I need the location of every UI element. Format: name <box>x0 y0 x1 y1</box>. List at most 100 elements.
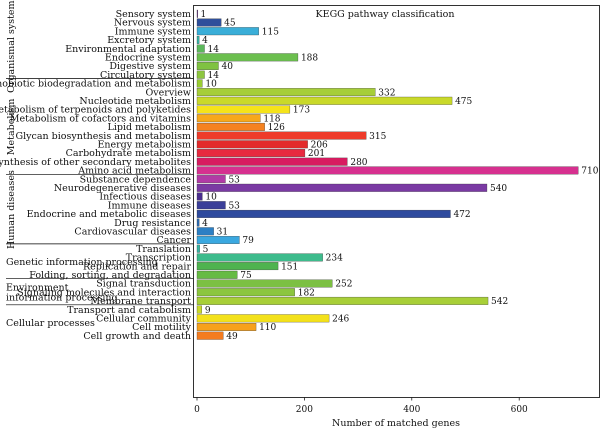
category-label: Signal transduction <box>96 279 191 290</box>
data-label: 710 <box>581 167 598 177</box>
bar <box>196 131 367 140</box>
data-label: 79 <box>242 236 254 246</box>
data-label: 14 <box>208 71 220 81</box>
x-tick-label: 0 <box>194 405 200 415</box>
category-label: Cellular community <box>96 314 191 325</box>
category-label: Drug resistance <box>114 218 191 229</box>
x-tick-label: 400 <box>403 405 420 415</box>
category-label: Folding, sorting, and degradation <box>29 270 191 281</box>
data-label: 475 <box>455 97 472 107</box>
data-label: 45 <box>224 19 236 29</box>
data-label: 75 <box>240 271 252 281</box>
category-label: Endocrine system <box>105 53 191 64</box>
x-axis: 0 200 400 600 <box>194 397 528 415</box>
data-label: 234 <box>326 254 343 264</box>
data-label: 10 <box>205 80 217 90</box>
category-label: Metabolism of cofactors and vitamins <box>10 113 191 124</box>
category-label: Neurodegenerative diseases <box>54 183 191 194</box>
category-label: Substance dependence <box>80 174 192 185</box>
data-label: 182 <box>298 288 315 298</box>
data-label: 14 <box>208 45 220 55</box>
category-label: Cell growth and death <box>83 331 191 342</box>
data-label: 280 <box>350 158 367 168</box>
bar <box>196 305 202 314</box>
bar <box>196 79 203 88</box>
bar <box>196 140 308 149</box>
category-label: Transcription <box>126 253 191 264</box>
bar <box>196 270 238 279</box>
category-label: Biosynthesis of other secondary metaboli… <box>0 157 191 168</box>
bar <box>196 9 198 18</box>
group-label: Cellular processes <box>6 318 95 329</box>
data-label: 246 <box>332 315 349 325</box>
bar <box>196 253 323 262</box>
bar <box>196 27 259 36</box>
group-label-line: Genetic information processing <box>6 257 158 268</box>
category-label: Translation <box>136 244 191 255</box>
bar <box>196 209 451 218</box>
bar <box>196 122 265 131</box>
category-label: Infectious diseases <box>99 192 191 203</box>
category-label: Immune diseases <box>108 200 191 211</box>
chart-title: KEGG pathway classification <box>316 9 455 20</box>
category-label: Immune system <box>115 26 191 37</box>
category-label: Replication and repair <box>83 261 191 272</box>
bar <box>196 149 306 157</box>
x-tick-label: 200 <box>296 405 313 415</box>
data-label: 110 <box>259 323 276 333</box>
category-label: Environmental adaptation <box>65 44 191 55</box>
bar <box>196 166 579 175</box>
category-label: Cardiovascular diseases <box>74 227 191 238</box>
data-label: 5 <box>203 245 209 255</box>
chart-frame <box>193 5 600 398</box>
category-label: Lipid metabolism <box>108 122 191 133</box>
bar <box>196 35 200 44</box>
category-label: Circulatory system <box>100 70 191 81</box>
data-label: 4 <box>202 219 208 229</box>
data-label: 53 <box>228 201 240 211</box>
group-label-line: information processing <box>6 293 118 304</box>
bar <box>196 192 203 201</box>
category-label: Nucleotide metabolism <box>79 96 191 107</box>
bar <box>196 88 376 97</box>
bar <box>196 236 240 244</box>
bar <box>196 279 333 288</box>
bars-layer: 1451154141884014103324751731181263152062… <box>196 9 599 342</box>
category-label: Xenobiotic biodegradation and metabolism <box>0 79 191 90</box>
x-axis-title: Number of matched genes <box>332 418 460 429</box>
data-label: 10 <box>205 193 217 203</box>
group-label: Metabolism <box>6 99 17 156</box>
bar <box>196 331 224 340</box>
bar <box>196 323 257 331</box>
data-label: 9 <box>205 306 211 316</box>
category-label: Sensory system <box>116 9 191 20</box>
category-label: Cancer <box>156 235 191 246</box>
bar <box>196 157 348 166</box>
category-label: Membrane transport <box>90 296 191 307</box>
category-label: Endocrine and metabolic diseases <box>27 209 192 220</box>
data-label: 40 <box>221 62 233 72</box>
data-label: 118 <box>263 114 280 124</box>
data-label: 53 <box>228 175 240 185</box>
category-label: Energy metabolism <box>97 140 191 151</box>
category-label: Metabolism of terpenoids and polyketides <box>0 105 191 116</box>
data-label: 332 <box>378 88 395 98</box>
category-label: Excretory system <box>107 35 191 46</box>
data-label: 151 <box>281 262 298 272</box>
bar <box>196 175 226 184</box>
data-label: 126 <box>268 123 285 133</box>
bar <box>196 18 222 27</box>
data-label: 4 <box>202 36 208 46</box>
category-label: Nervous system <box>114 18 191 29</box>
bar <box>196 62 219 70</box>
category-label: Signaling molecules and interaction <box>17 287 191 298</box>
bar <box>196 44 205 53</box>
group-label: Genetic information processing <box>6 257 158 268</box>
data-label: 49 <box>226 332 238 342</box>
group-label: Environment information processing <box>6 283 118 304</box>
bar <box>196 262 279 271</box>
data-label: 315 <box>369 132 386 142</box>
bar <box>196 244 200 253</box>
